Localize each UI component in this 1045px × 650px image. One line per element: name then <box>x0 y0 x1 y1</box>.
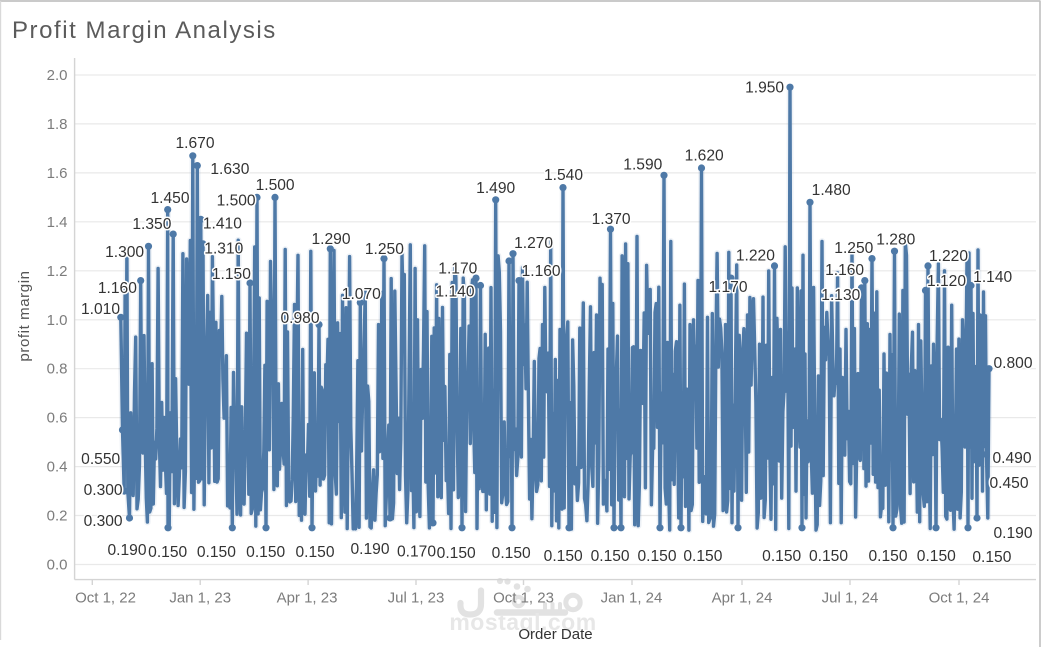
svg-text:1.290: 1.290 <box>311 231 350 248</box>
svg-text:1.670: 1.670 <box>175 135 214 152</box>
svg-text:1.410: 1.410 <box>203 216 242 233</box>
svg-text:0.550: 0.550 <box>81 451 120 468</box>
svg-text:0.2: 0.2 <box>47 508 68 525</box>
svg-text:1.300: 1.300 <box>105 244 144 261</box>
svg-text:1.950: 1.950 <box>745 80 784 97</box>
svg-text:0.150: 0.150 <box>295 544 334 561</box>
svg-text:Oct 1, 24: Oct 1, 24 <box>929 590 990 607</box>
svg-text:1.160: 1.160 <box>825 262 864 279</box>
svg-text:0.800: 0.800 <box>993 355 1032 372</box>
svg-text:1.170: 1.170 <box>438 260 477 277</box>
svg-text:1.220: 1.220 <box>736 248 775 265</box>
svg-text:1.500: 1.500 <box>256 177 295 194</box>
svg-text:0.150: 0.150 <box>492 545 531 562</box>
svg-text:0.150: 0.150 <box>591 548 630 565</box>
svg-text:0.150: 0.150 <box>544 548 583 565</box>
svg-text:0.190: 0.190 <box>350 541 389 558</box>
svg-text:Jan 1, 24: Jan 1, 24 <box>601 590 663 607</box>
svg-text:1.6: 1.6 <box>47 165 68 182</box>
svg-text:1.500: 1.500 <box>217 193 256 210</box>
svg-text:0.150: 0.150 <box>972 549 1011 566</box>
svg-text:Apr 1, 23: Apr 1, 23 <box>277 590 338 607</box>
svg-text:Oct 1, 23: Oct 1, 23 <box>493 590 554 607</box>
svg-text:0.150: 0.150 <box>917 548 956 565</box>
svg-text:0.300: 0.300 <box>84 513 123 530</box>
svg-text:1.270: 1.270 <box>514 235 553 252</box>
svg-text:1.8: 1.8 <box>47 116 68 133</box>
svg-text:1.310: 1.310 <box>204 240 243 257</box>
svg-text:1.280: 1.280 <box>876 231 915 248</box>
svg-text:Jul 1, 23: Jul 1, 23 <box>388 590 445 607</box>
svg-text:0.150: 0.150 <box>246 544 285 561</box>
svg-text:0.150: 0.150 <box>437 545 476 562</box>
svg-text:1.250: 1.250 <box>834 240 873 257</box>
svg-text:1.160: 1.160 <box>98 280 137 297</box>
svg-text:0.150: 0.150 <box>148 544 187 561</box>
svg-text:0.490: 0.490 <box>992 450 1031 467</box>
svg-text:1.2: 1.2 <box>47 263 68 280</box>
svg-text:1.170: 1.170 <box>708 279 747 296</box>
svg-text:profit margin: profit margin <box>16 270 33 361</box>
svg-text:Jul 1, 24: Jul 1, 24 <box>822 590 879 607</box>
svg-text:1.150: 1.150 <box>212 266 251 283</box>
svg-text:1.160: 1.160 <box>522 263 561 280</box>
svg-text:1.370: 1.370 <box>592 211 631 228</box>
svg-text:1.220: 1.220 <box>929 248 968 265</box>
svg-text:1.0: 1.0 <box>47 312 68 329</box>
svg-text:0.450: 0.450 <box>989 475 1028 492</box>
svg-text:0.6: 0.6 <box>47 410 68 427</box>
svg-text:1.120: 1.120 <box>927 273 966 290</box>
svg-text:1.010: 1.010 <box>81 301 120 318</box>
svg-text:0.0: 0.0 <box>47 557 68 574</box>
svg-text:1.620: 1.620 <box>685 148 724 165</box>
svg-text:0.150: 0.150 <box>809 548 848 565</box>
svg-text:0.190: 0.190 <box>107 542 146 559</box>
svg-text:2.0: 2.0 <box>47 67 68 84</box>
svg-text:1.540: 1.540 <box>544 167 583 184</box>
svg-text:Order Date: Order Date <box>518 626 592 643</box>
svg-text:0.150: 0.150 <box>197 544 236 561</box>
svg-text:0.980: 0.980 <box>280 310 319 327</box>
svg-text:1.250: 1.250 <box>365 241 404 258</box>
svg-text:0.8: 0.8 <box>47 361 68 378</box>
svg-text:1.140: 1.140 <box>973 269 1012 286</box>
svg-text:0.190: 0.190 <box>993 525 1032 542</box>
svg-text:1.490: 1.490 <box>476 180 515 197</box>
svg-text:1.4: 1.4 <box>47 214 68 231</box>
svg-text:0.4: 0.4 <box>47 459 68 476</box>
svg-text:1.480: 1.480 <box>812 182 851 199</box>
svg-text:1.140: 1.140 <box>435 283 474 300</box>
svg-text:1.350: 1.350 <box>132 216 171 233</box>
svg-text:0.300: 0.300 <box>84 482 123 499</box>
svg-text:0.150: 0.150 <box>683 548 722 565</box>
svg-text:0.150: 0.150 <box>637 548 676 565</box>
svg-text:0.170: 0.170 <box>397 544 436 561</box>
svg-text:0.150: 0.150 <box>762 548 801 565</box>
svg-text:1.070: 1.070 <box>342 286 381 303</box>
svg-text:1.590: 1.590 <box>623 157 662 174</box>
svg-text:Oct 1, 22: Oct 1, 22 <box>75 590 136 607</box>
svg-text:1.130: 1.130 <box>821 287 860 304</box>
svg-text:1.450: 1.450 <box>150 190 189 207</box>
svg-text:Apr 1, 24: Apr 1, 24 <box>712 590 773 607</box>
svg-text:0.150: 0.150 <box>868 548 907 565</box>
svg-text:mostaql.com: mostaql.com <box>449 609 596 635</box>
svg-text:1.630: 1.630 <box>210 161 249 178</box>
svg-text:Jan 1, 23: Jan 1, 23 <box>169 590 231 607</box>
